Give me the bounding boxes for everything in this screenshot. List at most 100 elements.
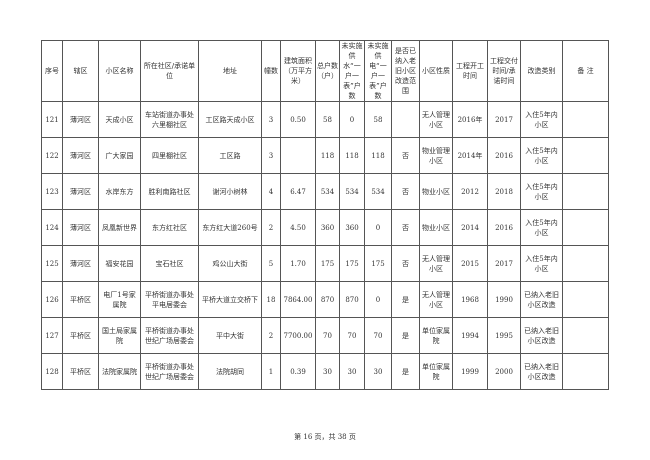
- table-cell: 0.39: [280, 353, 316, 390]
- table-row: 124 薄河区 凤凰新世界 东方红社区 东方红大道260号 2 4.50 360 360 0 否物业…: [41, 209, 609, 246]
- table-cell: 1995: [487, 317, 521, 354]
- table-cell: 平桥区: [62, 353, 99, 390]
- column-header: 未实施供电“一户一表”户数: [364, 40, 392, 102]
- column-header: 未实施供水“一户一表”户数: [339, 40, 365, 102]
- table-cell: 薄河区: [62, 209, 99, 246]
- header-row: 序号 辖区 小区名称 所在社区/承诺单位 地址 幢数 建筑面积（万平方米） 总户数（户） 未实施…: [41, 40, 609, 102]
- table-cell: 平桥街道办事处世纪广场居委会: [140, 353, 199, 390]
- table-cell: [562, 353, 609, 390]
- table-cell: 平桥大道立交桥下: [198, 281, 262, 318]
- table-cell: 平中大街: [198, 317, 262, 354]
- table-cell: 118: [315, 137, 340, 174]
- table-cell: 物业小区: [419, 209, 453, 246]
- table-row: 123 薄河区 水岸东方 胜利南路社区 谢河小树林 4 6.47 534 534 534 否物业小区…: [41, 173, 609, 210]
- table-cell: 0.50: [280, 101, 316, 138]
- table-cell: 无人管理小区: [419, 245, 453, 282]
- table-cell: 360: [315, 209, 340, 246]
- table-cell: 2000: [487, 353, 521, 390]
- table-cell: 物业小区: [419, 173, 453, 210]
- table-cell: [280, 137, 316, 174]
- table-cell: 无人管理小区: [419, 101, 453, 138]
- table-cell: 2017: [487, 245, 521, 282]
- table-cell: 4.50: [280, 209, 316, 246]
- table-cell: 30: [364, 353, 392, 390]
- table-cell: 30: [339, 353, 365, 390]
- table-cell: 123: [41, 173, 63, 210]
- table-cell: 物业管理小区: [419, 137, 453, 174]
- table-cell: [562, 245, 609, 282]
- table-cell: 7700.00: [280, 317, 316, 354]
- column-header: 序号: [41, 40, 63, 102]
- table-cell: 凤凰新世界: [98, 209, 141, 246]
- table-cell: 单位家属院: [419, 353, 453, 390]
- table-cell: 118: [364, 137, 392, 174]
- table-cell: 18: [261, 281, 281, 318]
- table-cell: 四里棚社区: [140, 137, 199, 174]
- table-cell: 175: [339, 245, 365, 282]
- table-cell: 否: [391, 209, 420, 246]
- table-cell: 平桥区: [62, 317, 99, 354]
- table-cell: 126: [41, 281, 63, 318]
- table-cell: 入住5年内小区: [520, 101, 563, 138]
- table-cell: 入住5年内小区: [520, 137, 563, 174]
- table-cell: 入住5年内小区: [520, 173, 563, 210]
- column-header: 小区名称: [98, 40, 141, 102]
- table-cell: 118: [339, 137, 365, 174]
- table-cell: 70: [364, 317, 392, 354]
- page-number: 第 16 页，共 38 页: [294, 433, 356, 441]
- table-cell: 平桥街道办事处平电居委会: [140, 281, 199, 318]
- table-row: 126 平桥区 电厂1号家属院 平桥街道办事处平电居委会 平桥大道立交桥下 18 7864.…: [41, 281, 609, 318]
- column-header: 所在社区/承诺单位: [140, 40, 199, 102]
- table-cell: 东方红社区: [140, 209, 199, 246]
- column-header: 建筑面积（万平方米）: [280, 40, 316, 102]
- table-cell: 2017: [487, 101, 521, 138]
- table-cell: 胜利南路社区: [140, 173, 199, 210]
- table-cell: 2014: [452, 209, 488, 246]
- table-cell: [562, 281, 609, 318]
- table-cell: [562, 137, 609, 174]
- table-cell: 2016: [487, 137, 521, 174]
- table-row: 127 平桥区 国土局家属院 平桥街道办事处世纪广场居委会 平中大街 2 7700.00 70…: [41, 317, 609, 354]
- table-cell: 2016年: [452, 101, 488, 138]
- table-cell: 平桥街道办事处世纪广场居委会: [140, 317, 199, 354]
- column-header: 小区性质: [419, 40, 453, 102]
- table-cell: 175: [315, 245, 340, 282]
- table-cell: 单位家属院: [419, 317, 453, 354]
- column-header: 幢数: [261, 40, 281, 102]
- table-cell: 2: [261, 209, 281, 246]
- table-cell: 无人管理小区: [419, 281, 453, 318]
- table-cell: 534: [364, 173, 392, 210]
- table-cell: [562, 317, 609, 354]
- table-cell: 534: [339, 173, 365, 210]
- table-cell: [391, 101, 420, 138]
- table-cell: 2015: [452, 245, 488, 282]
- table-cell: 谢河小树林: [198, 173, 262, 210]
- table-cell: [562, 173, 609, 210]
- table-cell: 鸡公山大街: [198, 245, 262, 282]
- table-cell: 5: [261, 245, 281, 282]
- table-cell: 0: [364, 209, 392, 246]
- table-cell: 0: [364, 281, 392, 318]
- table-cell: 否: [391, 173, 420, 210]
- table-cell: 入住5年内小区: [520, 245, 563, 282]
- table-cell: 天成小区: [98, 101, 141, 138]
- table-cell: 是: [391, 353, 420, 390]
- column-header: 改造类别: [520, 40, 563, 102]
- table-cell: 360: [339, 209, 365, 246]
- table-cell: 车站街道办事处六里棚社区: [140, 101, 199, 138]
- table-row: 128 平桥区 法院家属院 平桥街道办事处世纪广场居委会 法院胡同 1 0.39 30 30 30…: [41, 353, 609, 390]
- table-cell: 1994: [452, 317, 488, 354]
- table-cell: 已纳入老旧小区改造: [520, 317, 563, 354]
- column-header: 辖区: [62, 40, 99, 102]
- table-cell: 3: [261, 137, 281, 174]
- table-cell: 128: [41, 353, 63, 390]
- table-cell: 2012: [452, 173, 488, 210]
- table-cell: 工区路: [198, 137, 262, 174]
- column-header: 地址: [198, 40, 262, 102]
- table-cell: [562, 209, 609, 246]
- table-cell: 薄河区: [62, 245, 99, 282]
- table-cell: 30: [315, 353, 340, 390]
- table-cell: 2016: [487, 209, 521, 246]
- table-cell: 东方红大道260号: [198, 209, 262, 246]
- table-cell: 福安花园: [98, 245, 141, 282]
